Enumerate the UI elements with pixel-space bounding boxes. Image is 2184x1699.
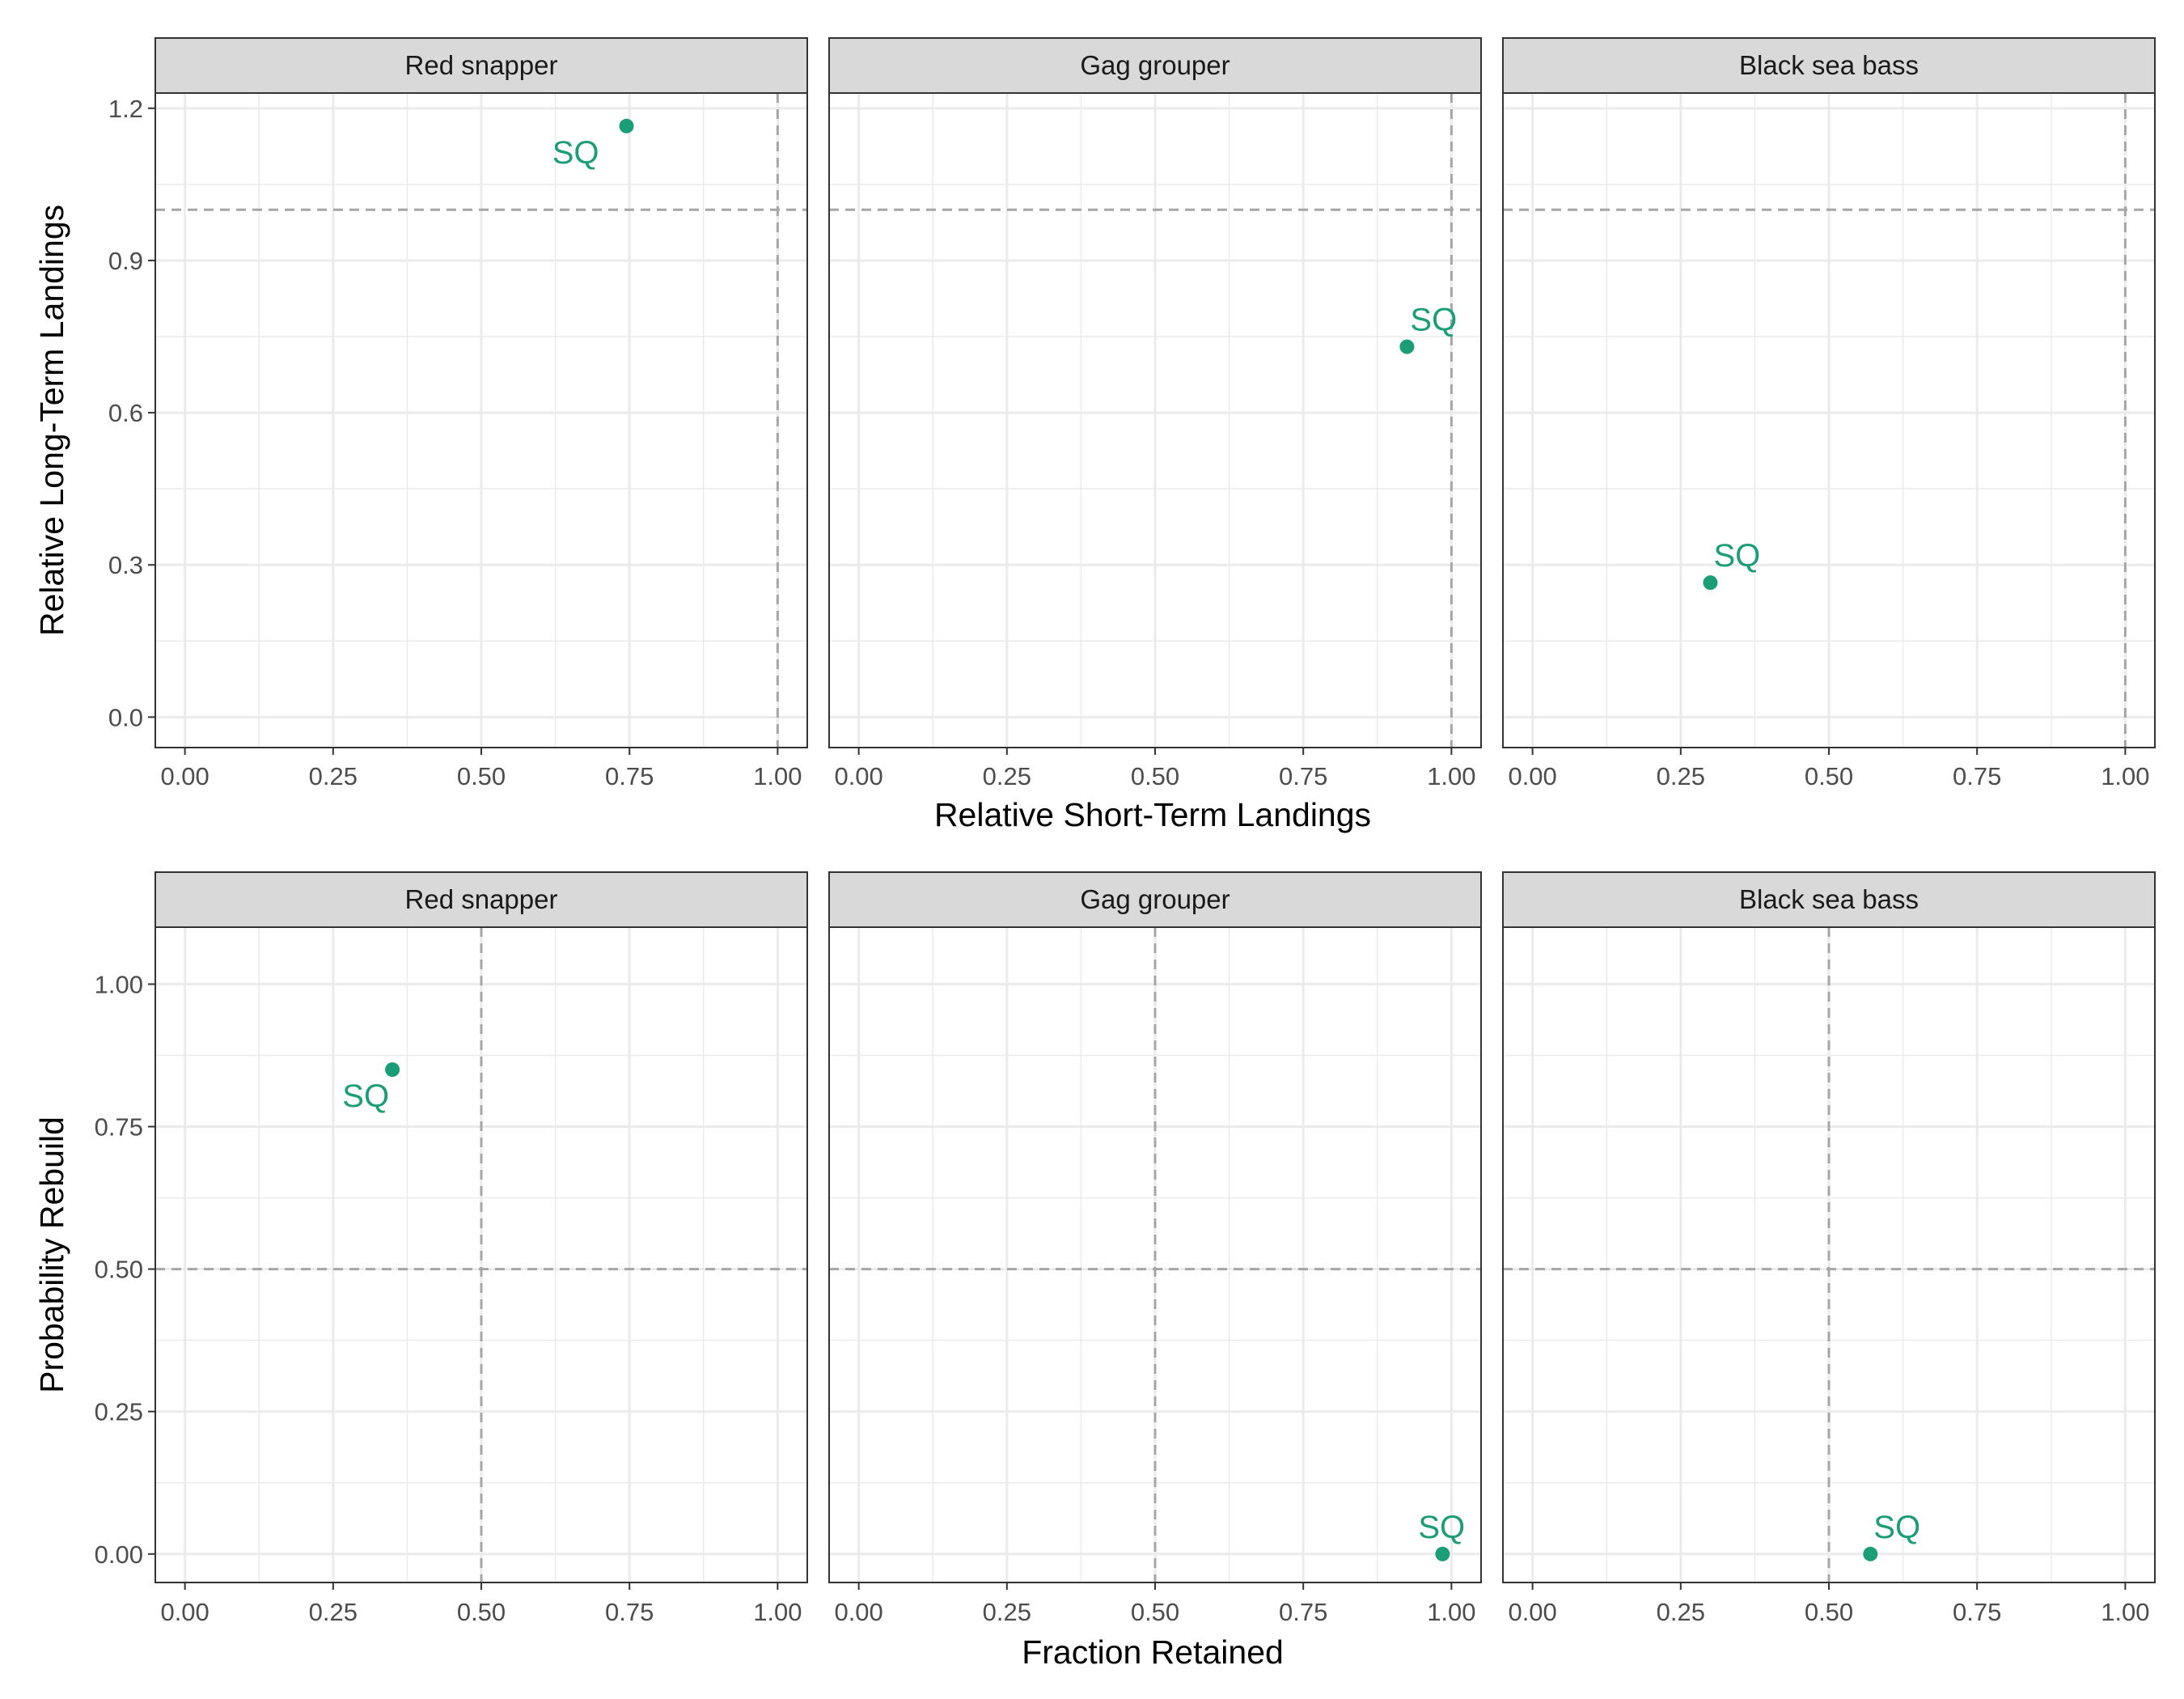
x-tick-label: 1.00 (2101, 1598, 2149, 1626)
facet-strip (1502, 871, 2156, 928)
x-tick-label: 0.50 (457, 1598, 506, 1626)
x-axis-title: Fraction Retained (1022, 1633, 1284, 1671)
chart-row-1: Red snapper 0.00 0.25 0.50 0.75 1.00 0.0 0.3 0.6… (33, 37, 2156, 833)
facet-panel: Red snapper 0.00 0.25 0.50 0.75 1.00 0.0 0.3 0.6… (108, 37, 808, 790)
y-tick-label: 0.50 (95, 1256, 143, 1284)
facet-strip (1502, 37, 2156, 94)
y-tick-label: 0.6 (108, 399, 143, 427)
x-tick-label: 0.00 (834, 762, 882, 790)
x-tick-label: 0.50 (1131, 1598, 1179, 1626)
facet-title: Gag grouper (1080, 50, 1230, 80)
y-axis-title: Relative Long-Term Landings (33, 205, 70, 636)
x-tick-label: 1.00 (1427, 1598, 1475, 1626)
point-label: SQ (1873, 1510, 1920, 1545)
facet-title: Black sea bass (1739, 50, 1919, 80)
facet-title: Gag grouper (1080, 884, 1230, 914)
x-tick-label: 0.25 (983, 1598, 1031, 1626)
x-tick-label: 0.75 (1279, 762, 1327, 790)
point-label: SQ (1418, 1510, 1465, 1545)
y-tick-label: 0.9 (108, 247, 143, 275)
x-tick-label: 0.75 (1953, 762, 2001, 790)
x-tick-label: 0.75 (605, 1598, 654, 1626)
x-tick-label: 0.25 (983, 762, 1031, 790)
y-axis-title: Probability Rebuild (33, 1116, 70, 1393)
facet-panel: Gag grouper 0.00 0.25 0.50 0.75 1.00 SQ (828, 871, 1482, 1626)
x-tick-label: 1.00 (2101, 762, 2149, 790)
y-tick-label: 0.0 (108, 703, 143, 731)
x-tick-label: 0.00 (834, 1598, 882, 1626)
facet-panel: Red snapper 0.00 0.25 0.50 0.75 1.00 0.00 0.25 0… (95, 871, 808, 1626)
facet-panel: Gag grouper 0.00 0.25 0.50 0.75 1.00 SQ (828, 37, 1482, 790)
data-point (1703, 575, 1718, 591)
x-tick-label: 0.00 (160, 762, 209, 790)
facet-strip (828, 871, 1482, 928)
x-axis-title: Relative Short-Term Landings (934, 796, 1371, 833)
y-tick-label: 0.00 (95, 1540, 143, 1569)
facet-title: Red snapper (405, 884, 558, 914)
data-point (385, 1062, 400, 1078)
facet-strip (154, 871, 808, 928)
x-tick-label: 0.75 (605, 762, 654, 790)
y-tick-label: 1.00 (95, 970, 143, 998)
x-tick-label: 0.00 (1508, 762, 1556, 790)
y-tick-label: 0.25 (95, 1398, 143, 1426)
facet-strip (154, 37, 808, 94)
facet-strip (828, 37, 1482, 94)
x-tick-label: 0.25 (309, 762, 358, 790)
x-tick-label: 0.25 (309, 1598, 358, 1626)
x-tick-label: 0.00 (160, 1598, 209, 1626)
x-tick-label: 0.75 (1953, 1598, 2001, 1626)
x-tick-label: 0.75 (1279, 1598, 1327, 1626)
x-tick-label: 1.00 (1427, 762, 1475, 790)
x-tick-label: 0.50 (457, 762, 506, 790)
x-tick-label: 1.00 (753, 1598, 802, 1626)
facet-panel: Black sea bass 0.00 0.25 0.50 0.75 1.00 SQ (1502, 871, 2156, 1626)
data-point (619, 118, 634, 133)
chart-row-2: Red snapper 0.00 0.25 0.50 0.75 1.00 0.00 0.25 0… (33, 871, 2156, 1671)
facet-panel: Black sea bass 0.00 0.25 0.50 0.75 1.00 SQ (1502, 37, 2156, 790)
x-tick-label: 0.00 (1508, 1598, 1556, 1626)
y-tick-label: 0.3 (108, 551, 143, 579)
x-tick-label: 0.50 (1805, 1598, 1853, 1626)
y-tick-label: 0.75 (95, 1113, 143, 1142)
x-tick-label: 0.25 (1657, 1598, 1705, 1626)
x-tick-label: 0.50 (1131, 762, 1179, 790)
x-tick-label: 0.25 (1657, 762, 1705, 790)
data-point (1435, 1546, 1450, 1561)
point-label: SQ (552, 135, 599, 171)
facet-title: Red snapper (405, 50, 558, 80)
data-point (1863, 1546, 1878, 1561)
x-tick-label: 1.00 (753, 762, 802, 790)
y-tick-label: 1.2 (108, 95, 143, 123)
facet-title: Black sea bass (1739, 884, 1919, 914)
data-point (1399, 339, 1415, 354)
point-label: SQ (342, 1078, 389, 1114)
x-tick-label: 0.50 (1805, 762, 1853, 790)
point-label: SQ (1713, 538, 1760, 574)
point-label: SQ (1410, 303, 1457, 338)
